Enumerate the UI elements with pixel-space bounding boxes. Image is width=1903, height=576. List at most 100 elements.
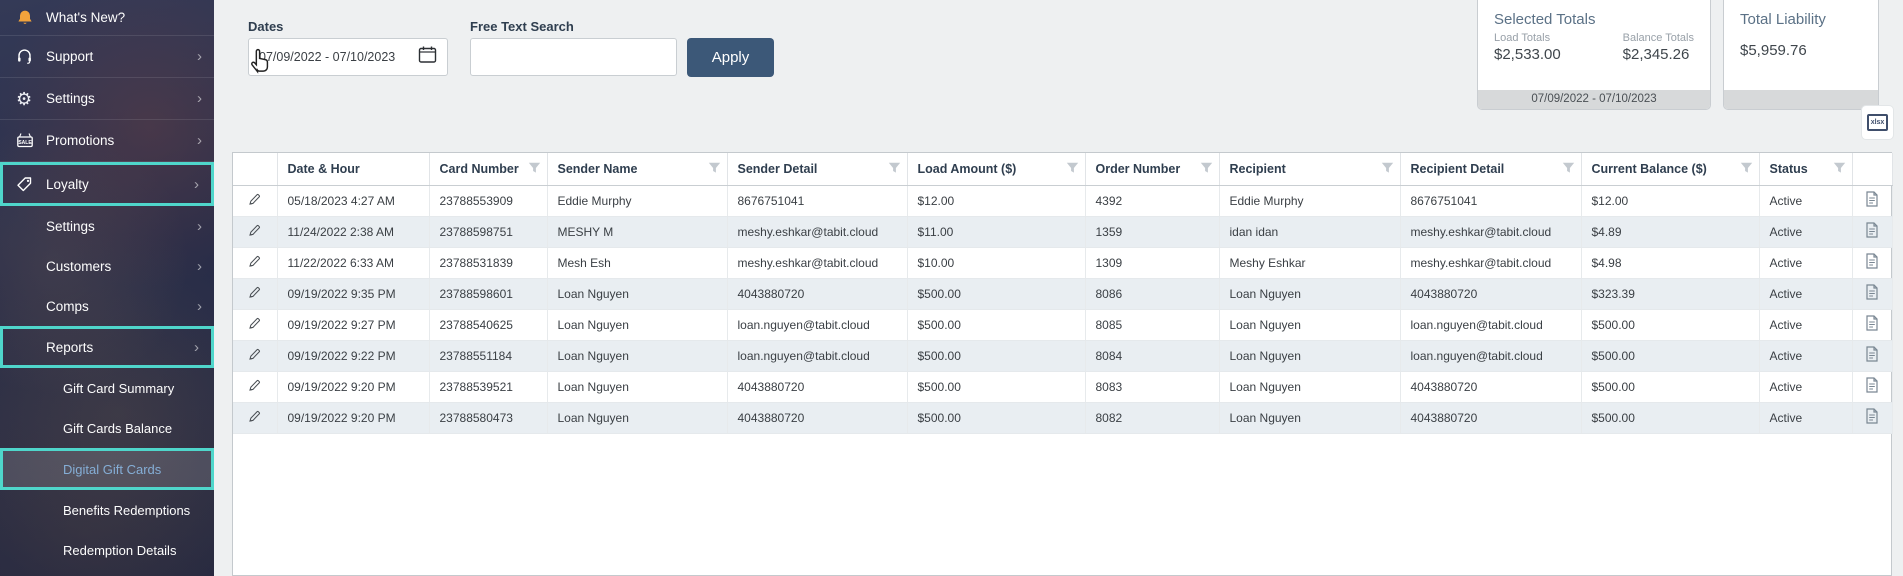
cell-sender-detail: 4043880720 [727, 402, 908, 434]
sidebar-item-gift-card-summary[interactable]: Gift Card Summary [0, 368, 214, 408]
filter-funnel-icon[interactable] [1200, 162, 1213, 175]
sidebar-item-reports[interactable]: Reports › [0, 326, 214, 368]
cell-sender-detail: 8676751041 [727, 185, 908, 217]
table-row: 09/19/2022 9:20 PM 23788539521 Loan Nguyen… [233, 371, 1893, 403]
cell-status: Active [1759, 371, 1853, 403]
cell-recipient: Loan Nguyen [1219, 278, 1401, 310]
header-sender-name[interactable]: Sender Name [547, 153, 728, 186]
sidebar-item-redemption-details[interactable]: Redemption Details [0, 530, 214, 570]
cell-recipient: Loan Nguyen [1219, 340, 1401, 372]
cell-sender-name: Loan Nguyen [547, 402, 728, 434]
filter-funnel-icon[interactable] [1381, 162, 1394, 175]
document-details-icon [1866, 191, 1878, 207]
sidebar-item-customers[interactable]: Customers › [0, 246, 214, 286]
cell-sender-detail: meshy.eshkar@tabit.cloud [727, 247, 908, 279]
row-details-button[interactable] [1852, 278, 1893, 310]
table-row: 09/19/2022 9:20 PM 23788580473 Loan Nguyen… [233, 402, 1893, 434]
cell-date-hour: 09/19/2022 9:35 PM [277, 278, 430, 310]
sidebar-item-gift-cards-balance[interactable]: Gift Cards Balance [0, 408, 214, 448]
row-details-button[interactable] [1852, 340, 1893, 372]
date-range-input[interactable]: 07/09/2022 - 07/10/2023 [248, 38, 448, 76]
edit-row-button[interactable] [233, 371, 278, 403]
sidebar-item-digital-gift-cards[interactable]: Digital Gift Cards [0, 448, 214, 490]
row-details-button[interactable] [1852, 247, 1893, 279]
cell-sender-name: Loan Nguyen [547, 371, 728, 403]
filter-funnel-icon[interactable] [1066, 162, 1079, 175]
selected-totals-date-range: 07/09/2022 - 07/10/2023 [1478, 90, 1710, 109]
filter-funnel-icon[interactable] [1740, 162, 1753, 175]
edit-row-button[interactable] [233, 216, 278, 248]
filter-funnel-icon[interactable] [1833, 162, 1846, 175]
sidebar-item-promotions[interactable]: SALE Promotions › [0, 120, 214, 162]
balance-totals-label: Balance Totals [1622, 32, 1694, 44]
export-xlsx-button[interactable]: xlsx [1861, 105, 1894, 140]
balance-totals-value: $2,345.26 [1622, 46, 1690, 63]
sidebar-item-settings[interactable]: Settings › [0, 206, 214, 246]
header-current-balance[interactable]: Current Balance ($) [1581, 153, 1760, 186]
edit-pencil-icon [249, 379, 261, 391]
cell-current-balance: $12.00 [1581, 185, 1760, 217]
filter-funnel-icon[interactable] [708, 162, 721, 175]
edit-row-button[interactable] [233, 309, 278, 341]
sidebar-item-label: Settings [46, 91, 95, 106]
cell-recipient-detail: 8676751041 [1400, 185, 1582, 217]
sidebar-item-comps[interactable]: Comps › [0, 286, 214, 326]
sidebar-item-benefits-redemptions[interactable]: Benefits Redemptions [0, 490, 214, 530]
cell-recipient: Meshy Eshkar [1219, 247, 1401, 279]
edit-row-button[interactable] [233, 247, 278, 279]
cell-sender-name: Mesh Esh [547, 247, 728, 279]
digital-gift-cards-table: Date & Hour Card Number Sender Name Sender … [233, 153, 1893, 434]
cell-recipient: Loan Nguyen [1219, 371, 1401, 403]
sidebar-item-loyalty[interactable]: Loyalty › [0, 162, 214, 206]
sidebar-item-what-s-new[interactable]: What's New? [0, 0, 214, 36]
table-row: 11/22/2022 6:33 AM 23788531839 Mesh Esh mes… [233, 247, 1893, 279]
row-details-button[interactable] [1852, 309, 1893, 341]
edit-pencil-icon [249, 317, 261, 329]
filter-funnel-icon[interactable] [1562, 162, 1575, 175]
calendar-icon[interactable] [418, 45, 437, 69]
apply-button[interactable]: Apply [687, 38, 774, 77]
cell-load-amount: $500.00 [907, 278, 1086, 310]
row-details-button[interactable] [1852, 216, 1893, 248]
header-recipient[interactable]: Recipient [1219, 153, 1401, 186]
chevron-right-icon: › [197, 132, 202, 149]
chevron-right-icon: › [197, 217, 202, 235]
sidebar-item-label: Reports [46, 339, 94, 355]
header-sender-detail[interactable]: Sender Detail [727, 153, 908, 186]
cell-order-number: 8083 [1085, 371, 1220, 403]
row-details-button[interactable] [1852, 371, 1893, 403]
cell-date-hour: 09/19/2022 9:22 PM [277, 340, 430, 372]
header-load-amount[interactable]: Load Amount ($) [907, 153, 1086, 186]
header-order-number[interactable]: Order Number [1085, 153, 1220, 186]
table-row: 05/18/2023 4:27 AM 23788553909 Eddie Murph… [233, 185, 1893, 217]
header-card-number[interactable]: Card Number [429, 153, 548, 186]
cell-recipient: Eddie Murphy [1219, 185, 1401, 217]
sidebar-item-label: Gift Card Summary [63, 380, 175, 396]
free-text-search-input[interactable] [470, 38, 677, 76]
edit-row-button[interactable] [233, 402, 278, 434]
document-details-icon [1866, 377, 1878, 393]
bell-icon [16, 9, 46, 27]
filter-funnel-icon[interactable] [888, 162, 901, 175]
edit-row-button[interactable] [233, 185, 278, 217]
filter-funnel-icon[interactable] [528, 162, 541, 175]
header-date-hour[interactable]: Date & Hour [277, 153, 430, 186]
cell-card-number: 23788598601 [429, 278, 548, 310]
header-recipient-detail[interactable]: Recipient Detail [1400, 153, 1582, 186]
sidebar-item-label: Comps [46, 298, 89, 314]
cell-current-balance: $500.00 [1581, 402, 1760, 434]
xlsx-export-icon: xlsx [1867, 114, 1888, 131]
edit-row-button[interactable] [233, 278, 278, 310]
cell-recipient: Loan Nguyen [1219, 309, 1401, 341]
edit-row-button[interactable] [233, 340, 278, 372]
sidebar-item-label: Gift Cards Balance [63, 420, 173, 436]
header-status[interactable]: Status [1759, 153, 1853, 186]
edit-pencil-icon [249, 193, 261, 205]
row-details-button[interactable] [1852, 185, 1893, 217]
cell-recipient: Loan Nguyen [1219, 402, 1401, 434]
row-details-button[interactable] [1852, 402, 1893, 434]
document-details-icon [1866, 284, 1878, 300]
cell-sender-name: Loan Nguyen [547, 309, 728, 341]
sidebar-item-support[interactable]: Support › [0, 36, 214, 78]
sidebar-item-settings[interactable]: ⚙ Settings › [0, 78, 214, 120]
